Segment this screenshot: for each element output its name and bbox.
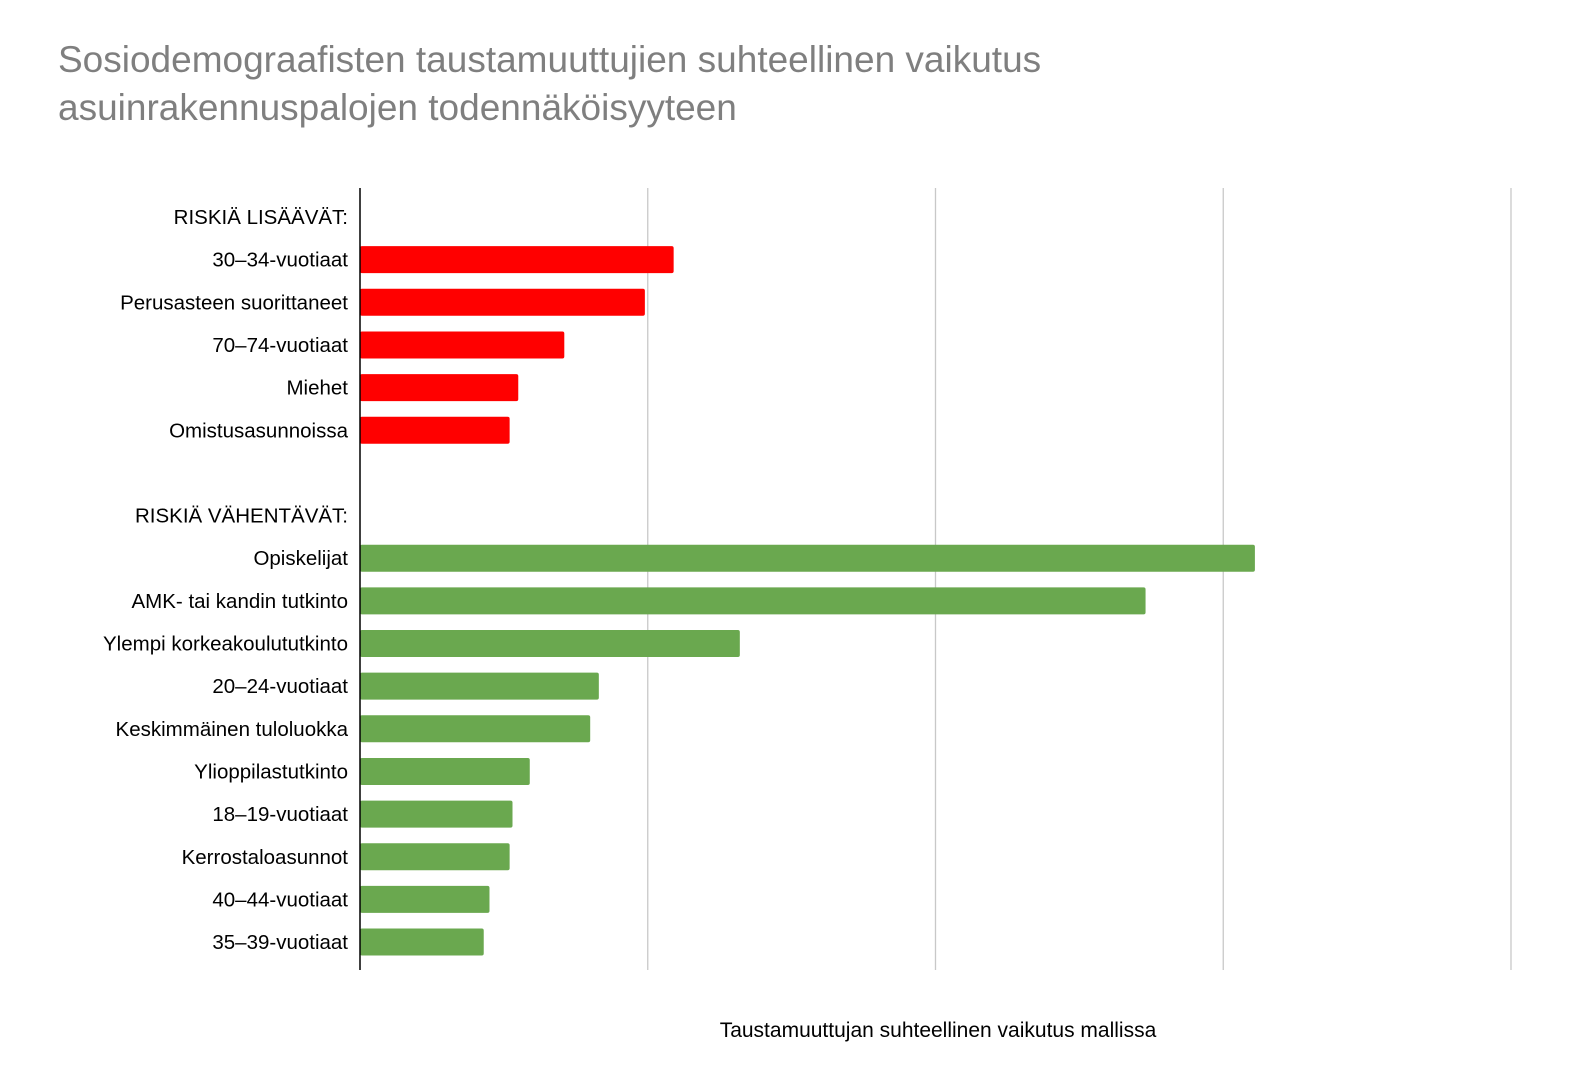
category-label: 35–39-vuotiaat bbox=[212, 931, 348, 954]
category-label: Opiskelijat bbox=[253, 547, 348, 570]
bar bbox=[360, 246, 674, 274]
bar bbox=[360, 928, 484, 956]
category-label: 30–34-vuotiaat bbox=[212, 249, 348, 272]
bar bbox=[360, 587, 1146, 615]
chart-title: Sosiodemograafisten taustamuuttujien suh… bbox=[58, 36, 1041, 132]
bar bbox=[360, 715, 591, 743]
chart-title-line-1: Sosiodemograafisten taustamuuttujien suh… bbox=[58, 39, 1042, 80]
bar bbox=[360, 416, 510, 444]
bar bbox=[360, 630, 740, 657]
group-header-label: RISKIÄ LISÄÄVÄT: bbox=[174, 206, 348, 229]
category-label: Omistusasunnoissa bbox=[169, 419, 348, 442]
group-header-label: RISKIÄ VÄHENTÄVÄT: bbox=[135, 505, 348, 528]
bars bbox=[360, 246, 1255, 956]
category-label: Ylioppilastutkinto bbox=[194, 760, 348, 783]
bar bbox=[360, 843, 510, 871]
category-label: Ylempi korkeakoulututkinto bbox=[103, 633, 348, 656]
category-label: Perusasteen suorittaneet bbox=[120, 291, 348, 314]
chart-title-line-2: asuinrakennuspalojen todennäköisyyteen bbox=[58, 87, 737, 128]
bar bbox=[360, 331, 565, 359]
gridlines bbox=[647, 188, 1512, 970]
category-label: AMK- tai kandin tutkinto bbox=[132, 590, 349, 613]
bar bbox=[360, 800, 513, 828]
bar bbox=[360, 757, 530, 785]
bar bbox=[360, 885, 490, 913]
bar bbox=[360, 288, 645, 316]
category-label: Keskimmäinen tuloluokka bbox=[116, 718, 349, 741]
category-label: Miehet bbox=[286, 377, 348, 400]
category-label: 40–44-vuotiaat bbox=[212, 888, 348, 911]
bar bbox=[360, 672, 599, 700]
category-labels: RISKIÄ LISÄÄVÄT: 30–34-vuotiaat Perusastee… bbox=[103, 206, 349, 954]
x-axis-label: Taustamuuttujan suhteellinen vaikutus ma… bbox=[720, 1019, 1157, 1042]
bar bbox=[360, 544, 1255, 572]
bar bbox=[360, 374, 519, 402]
category-label: Kerrostaloasunnot bbox=[182, 846, 349, 869]
category-label: 70–74-vuotiaat bbox=[212, 334, 348, 357]
category-label: 18–19-vuotiaat bbox=[212, 803, 348, 826]
category-label: 20–24-vuotiaat bbox=[212, 675, 348, 698]
